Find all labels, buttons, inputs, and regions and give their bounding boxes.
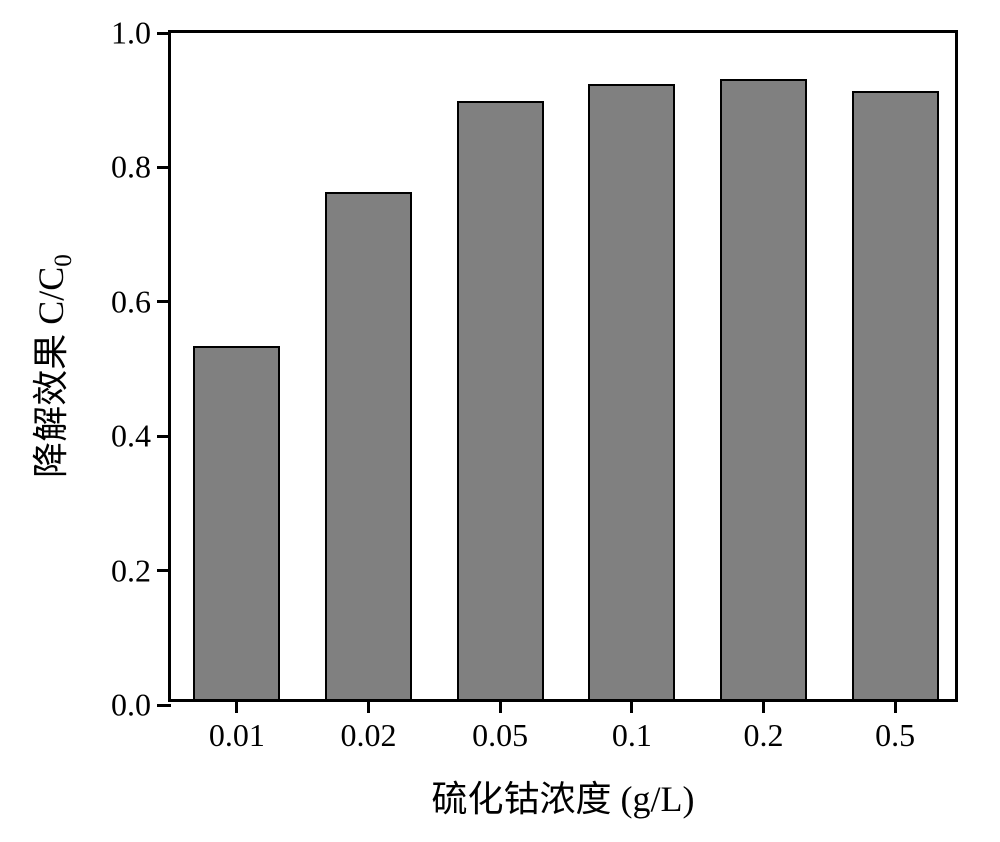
plot-area: 0.010.020.050.10.20.50.00.20.40.60.81.0 xyxy=(168,30,958,702)
x-tick-label: 0.05 xyxy=(472,699,528,754)
x-tick-label: 0.01 xyxy=(209,699,265,754)
y-tick-label: 0.8 xyxy=(111,149,171,186)
y-axis-label: 降解效果 C/C0 xyxy=(22,254,78,478)
bar xyxy=(325,192,412,699)
x-axis-label: 硫化钴浓度 (g/L) xyxy=(432,770,695,822)
bar xyxy=(457,101,544,699)
x-tick-label: 0.2 xyxy=(744,699,784,754)
y-tick-label: 0.0 xyxy=(111,687,171,724)
y-tick-label: 1.0 xyxy=(111,15,171,52)
y-tick-label: 0.6 xyxy=(111,283,171,320)
x-tick-label: 0.02 xyxy=(341,699,397,754)
y-tick-label: 0.2 xyxy=(111,552,171,589)
x-tick-label: 0.5 xyxy=(875,699,915,754)
bar xyxy=(588,84,675,699)
y-tick-label: 0.4 xyxy=(111,418,171,455)
bar xyxy=(852,91,939,699)
bar xyxy=(720,79,807,699)
bar-chart: 0.010.020.050.10.20.50.00.20.40.60.81.0 … xyxy=(0,0,1000,842)
x-tick-label: 0.1 xyxy=(612,699,652,754)
bar xyxy=(193,346,280,699)
